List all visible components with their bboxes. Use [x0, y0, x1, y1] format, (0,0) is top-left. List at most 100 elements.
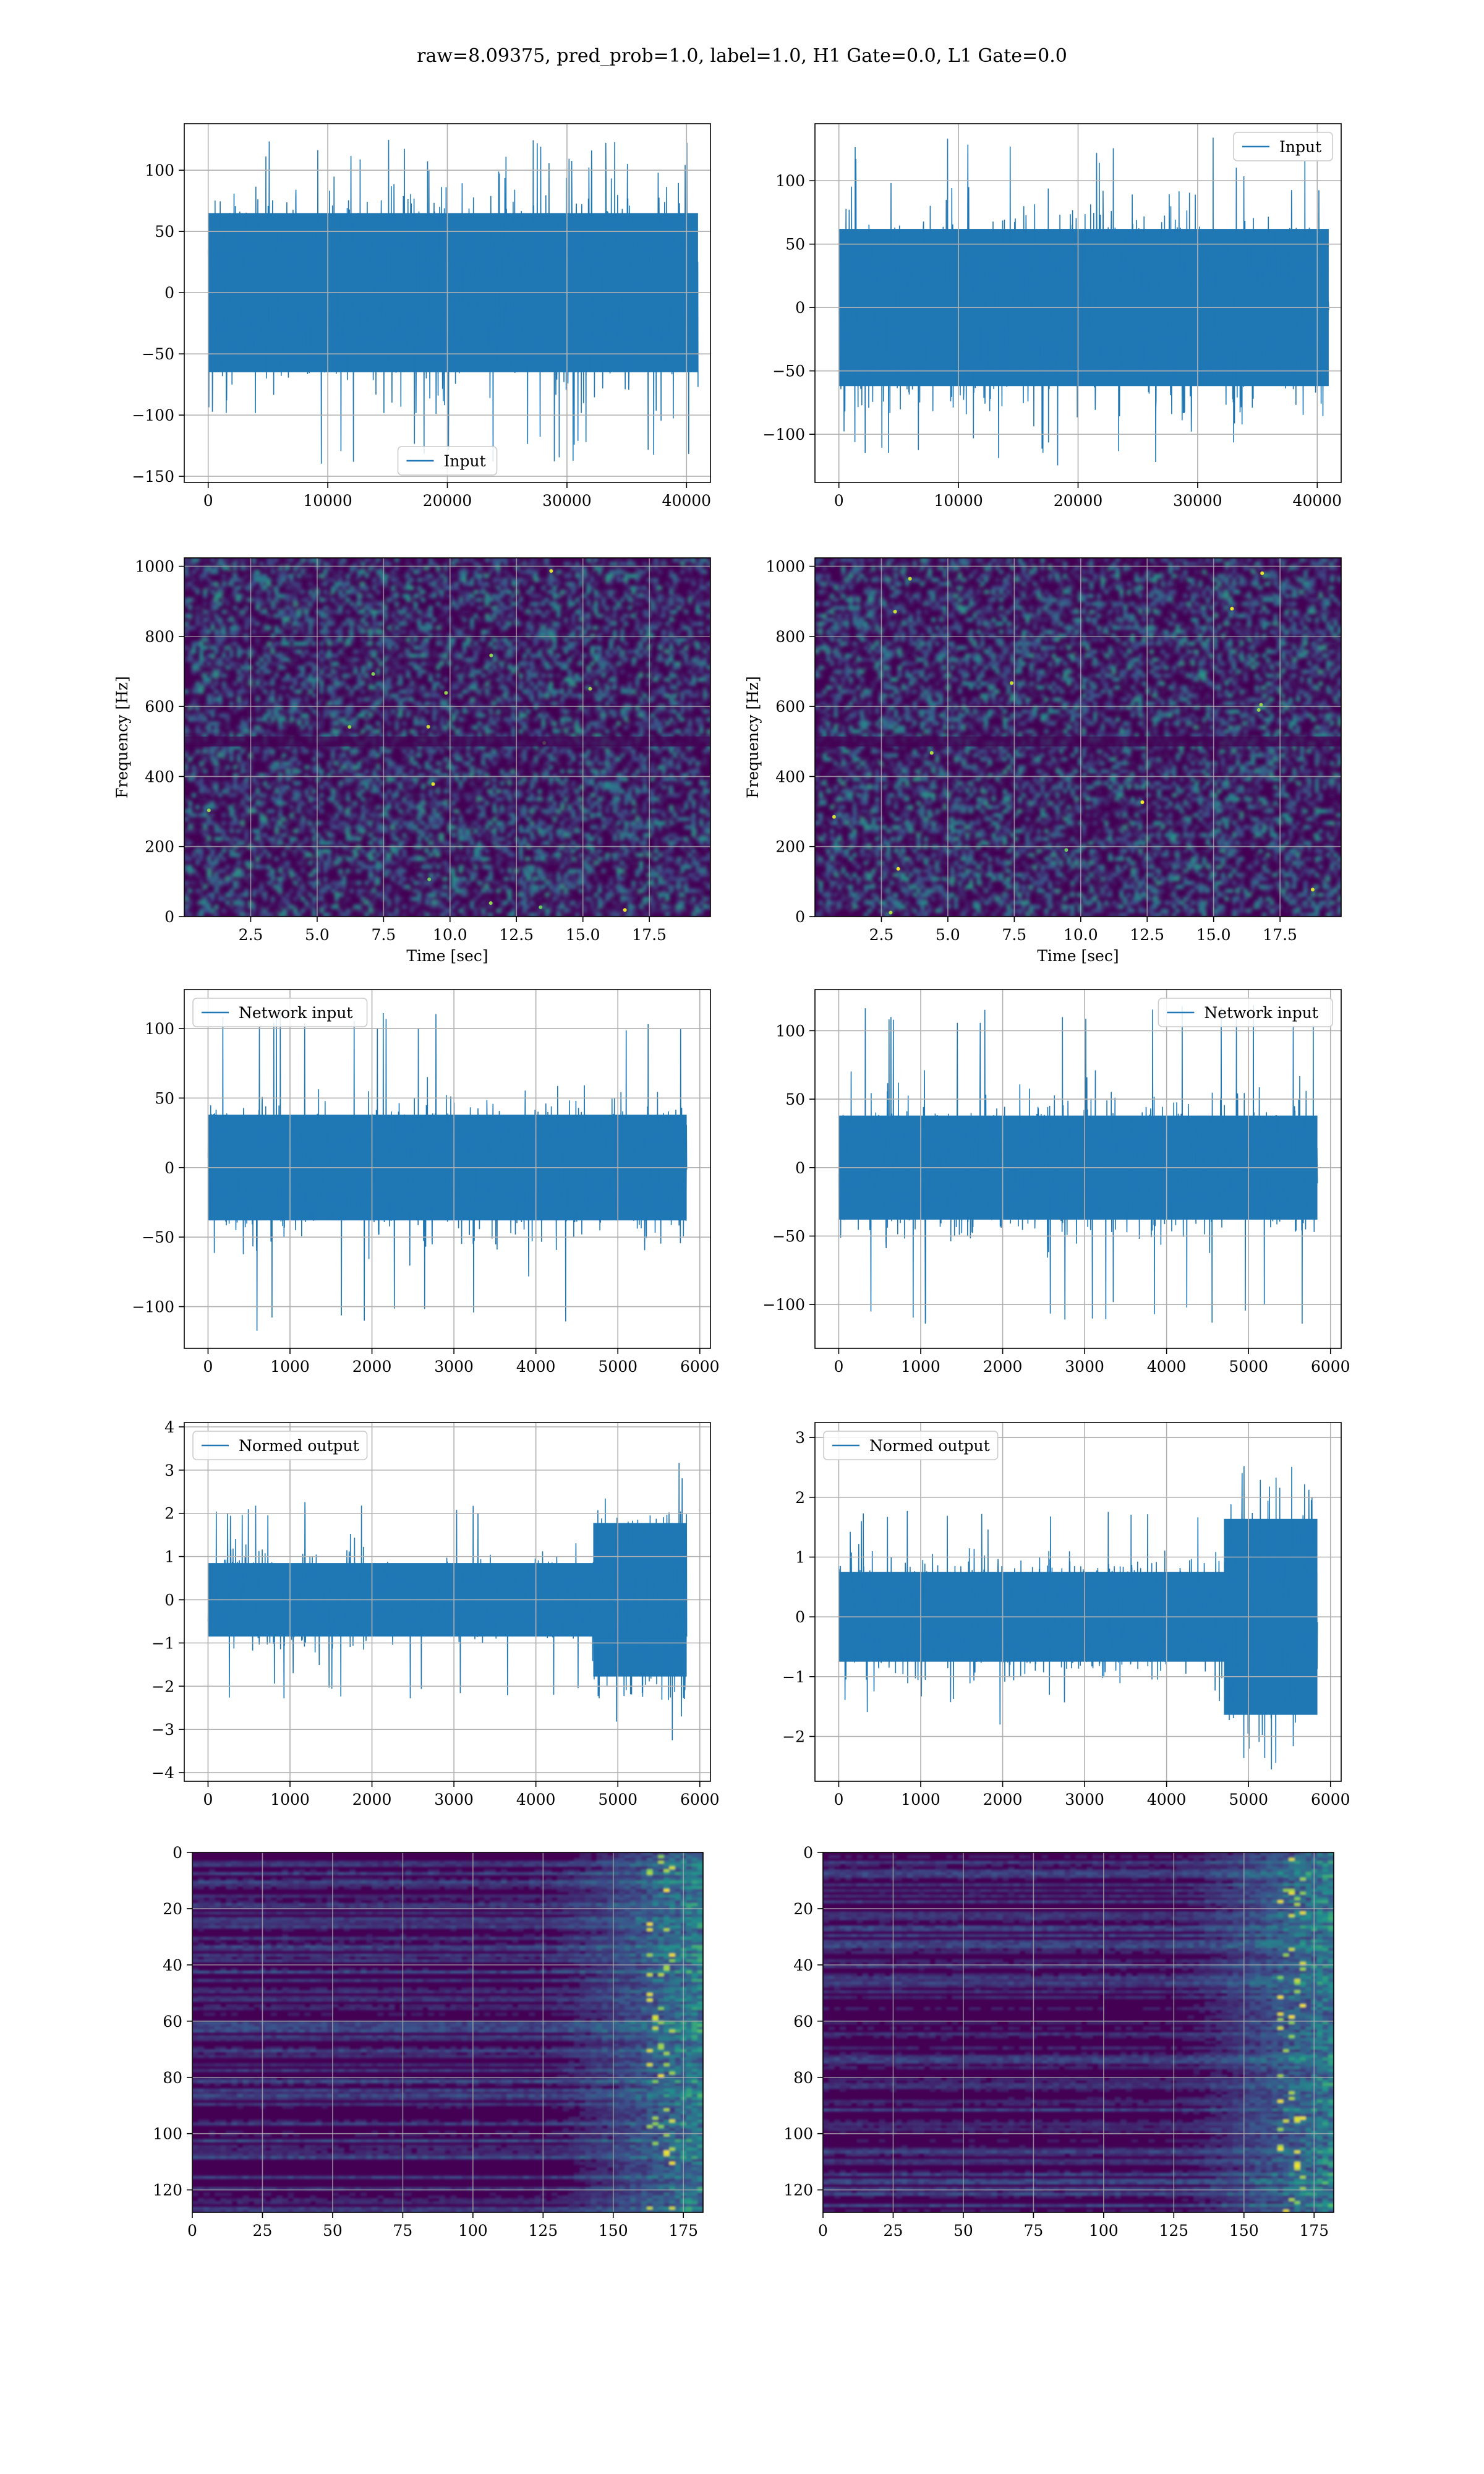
- y-tick-label: 0: [173, 1844, 182, 1862]
- x-tick-label: 4000: [1147, 1791, 1187, 1808]
- x-tick-label: 6000: [680, 1358, 720, 1376]
- y-tick-label: −1: [151, 1634, 174, 1652]
- y-tick-label: 60: [163, 2013, 182, 2031]
- y-tick-label: 80: [793, 2069, 813, 2087]
- chart-panel-p00: 0 10000 20000 30000 40000 −150 −100 −50 0 50 100 In…: [132, 123, 712, 510]
- y-tick-label: 4: [164, 1418, 174, 1436]
- series-line: [207, 140, 699, 464]
- x-tick-label: 5000: [598, 1791, 638, 1808]
- legend-label: Input: [1279, 138, 1321, 156]
- legend-label: Input: [444, 452, 486, 470]
- x-tick-label: 1000: [901, 1358, 940, 1376]
- x-tick-label: 100: [458, 2222, 488, 2240]
- x-axis-label: Time [sec]: [1037, 947, 1119, 965]
- plot-area: [184, 558, 710, 917]
- x-tick-label: 50: [953, 2222, 973, 2240]
- y-tick-label: 50: [155, 223, 174, 241]
- y-tick-label: −3: [151, 1721, 174, 1739]
- axes-frame: [822, 1852, 1334, 2213]
- y-tick-label: −4: [151, 1764, 174, 1782]
- y-tick-label: −2: [151, 1677, 174, 1695]
- plot-area: [207, 1012, 688, 1331]
- y-tick-label: 20: [793, 1900, 813, 1918]
- legend: Network input: [192, 998, 368, 1027]
- y-tick-label: 2: [164, 1505, 174, 1523]
- x-tick-label: 50: [323, 2222, 343, 2240]
- x-tick-label: 3000: [434, 1358, 474, 1376]
- chart-panel-p40: 0 25 50 75 100 125 150 175 0 20 40 60 80 100 120: [153, 1844, 704, 2240]
- x-tick-label: 7.5: [371, 926, 396, 944]
- y-tick-label: 0: [164, 284, 174, 302]
- legend: Input: [397, 446, 498, 476]
- y-tick-label: 1: [795, 1549, 805, 1567]
- plot-area: [815, 558, 1341, 917]
- x-tick-label: 0: [834, 492, 844, 510]
- y-axis-label: Frequency [Hz]: [744, 676, 762, 798]
- legend-label: Network input: [239, 1004, 352, 1022]
- heatmap-image: [823, 1852, 1334, 2212]
- x-tick-label: 0: [834, 1791, 843, 1808]
- y-tick-label: 0: [164, 1591, 174, 1609]
- x-tick-label: 12.5: [1130, 926, 1164, 944]
- chart-panel-p11: 2.5 5.0 7.5 10.0 12.5 15.0 17.5 0 200 400 600 800 10…: [744, 557, 1342, 965]
- y-tick-label: 50: [155, 1089, 174, 1107]
- plot-area: [207, 1463, 688, 1740]
- series-line: [838, 1005, 1318, 1324]
- x-tick-label: 0: [203, 1791, 213, 1808]
- x-axis-label: Time [sec]: [406, 947, 488, 965]
- x-tick-label: 125: [1159, 2222, 1188, 2240]
- y-tick-label: 0: [164, 908, 174, 926]
- chart-panel-p21: 0 1000 2000 3000 4000 5000 6000 −100 −50 0 50 100 Ne…: [762, 989, 1350, 1376]
- x-tick-label: 6000: [680, 1791, 720, 1808]
- x-tick-label: 2000: [352, 1358, 392, 1376]
- x-tick-label: 40000: [662, 492, 712, 510]
- x-tick-label: 4000: [516, 1791, 556, 1808]
- y-tick-label: −50: [772, 1227, 805, 1245]
- y-tick-label: −50: [772, 362, 805, 380]
- x-tick-label: 10000: [934, 492, 983, 510]
- y-tick-label: −150: [132, 468, 174, 486]
- y-tick-label: 0: [795, 908, 805, 926]
- plot-area: [823, 1852, 1334, 2212]
- y-tick-label: 200: [775, 838, 805, 856]
- legend: Network input: [1158, 998, 1333, 1027]
- y-tick-label: −1: [782, 1668, 805, 1686]
- y-tick-label: 0: [795, 1608, 805, 1626]
- y-tick-label: 100: [775, 172, 805, 190]
- x-tick-label: 5000: [598, 1358, 638, 1376]
- y-tick-label: 50: [785, 236, 805, 254]
- y-tick-label: 600: [145, 698, 174, 716]
- series-line: [838, 1466, 1318, 1770]
- x-tick-label: 150: [1229, 2222, 1259, 2240]
- y-tick-label: 800: [775, 628, 805, 646]
- x-tick-label: 2.5: [239, 926, 263, 944]
- y-tick-label: −2: [782, 1728, 805, 1746]
- x-tick-label: 30000: [1173, 492, 1222, 510]
- x-tick-label: 0: [187, 2222, 197, 2240]
- y-tick-label: 100: [145, 1020, 174, 1038]
- y-tick-label: 80: [163, 2069, 182, 2087]
- legend: Input: [1233, 132, 1333, 161]
- y-tick-label: 50: [785, 1090, 805, 1108]
- plot-area: [192, 1852, 703, 2212]
- legend: Normed output: [192, 1431, 368, 1460]
- y-tick-label: 100: [145, 161, 174, 179]
- y-tick-label: 40: [163, 1956, 182, 1974]
- y-tick-label: 1000: [135, 558, 174, 576]
- x-tick-label: 4000: [516, 1358, 556, 1376]
- x-tick-label: 100: [1089, 2222, 1119, 2240]
- axes-frame: [814, 989, 1342, 1349]
- y-axis-label: Frequency [Hz]: [113, 676, 131, 798]
- x-tick-label: 1000: [901, 1791, 940, 1808]
- heatmap-image: [184, 558, 710, 917]
- y-tick-label: −50: [142, 1228, 174, 1246]
- y-tick-label: 120: [783, 2181, 813, 2199]
- axes-frame: [192, 1852, 704, 2213]
- x-tick-label: 7.5: [1002, 926, 1026, 944]
- legend-label: Network input: [1204, 1004, 1318, 1022]
- legend-label: Normed output: [239, 1437, 359, 1455]
- y-tick-label: −100: [132, 406, 174, 424]
- x-tick-label: 5.0: [936, 926, 960, 944]
- x-tick-label: 2000: [983, 1791, 1023, 1808]
- y-tick-label: 20: [163, 1900, 182, 1918]
